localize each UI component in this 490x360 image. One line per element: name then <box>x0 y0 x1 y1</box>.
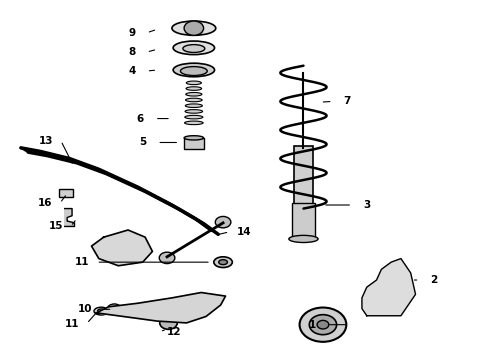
Ellipse shape <box>173 41 215 55</box>
Text: 16: 16 <box>38 198 52 208</box>
Text: 14: 14 <box>237 227 251 237</box>
Ellipse shape <box>173 63 215 77</box>
Circle shape <box>391 293 401 300</box>
Ellipse shape <box>186 98 202 102</box>
Bar <box>292 203 315 237</box>
Circle shape <box>184 21 203 35</box>
Ellipse shape <box>214 257 232 267</box>
Text: 10: 10 <box>78 304 93 314</box>
Text: 6: 6 <box>137 113 144 123</box>
Bar <box>59 189 73 197</box>
Ellipse shape <box>289 235 318 243</box>
Ellipse shape <box>172 21 216 35</box>
Text: 15: 15 <box>49 221 63 231</box>
Polygon shape <box>65 208 74 226</box>
Ellipse shape <box>184 136 203 140</box>
Ellipse shape <box>186 87 202 90</box>
Circle shape <box>160 316 177 329</box>
Circle shape <box>107 304 122 315</box>
Text: 4: 4 <box>128 66 136 76</box>
Polygon shape <box>97 293 225 323</box>
Bar <box>294 146 313 205</box>
Circle shape <box>215 216 231 228</box>
Text: 8: 8 <box>128 47 136 57</box>
Circle shape <box>381 285 391 293</box>
Ellipse shape <box>219 260 227 265</box>
Text: 9: 9 <box>128 28 136 38</box>
Circle shape <box>309 315 337 335</box>
Circle shape <box>317 320 329 329</box>
Text: 12: 12 <box>167 327 182 337</box>
Text: 7: 7 <box>343 96 351 107</box>
Ellipse shape <box>98 309 105 313</box>
Text: 2: 2 <box>430 275 438 285</box>
Ellipse shape <box>183 45 205 53</box>
Text: 11: 11 <box>65 319 79 329</box>
Circle shape <box>386 303 396 310</box>
Polygon shape <box>362 258 416 316</box>
Ellipse shape <box>186 81 201 85</box>
Circle shape <box>299 307 346 342</box>
Circle shape <box>159 252 175 264</box>
Ellipse shape <box>94 307 109 315</box>
Ellipse shape <box>180 67 207 76</box>
Polygon shape <box>92 230 152 266</box>
Ellipse shape <box>185 115 203 119</box>
Text: 3: 3 <box>363 200 370 210</box>
Ellipse shape <box>185 104 202 108</box>
Text: 13: 13 <box>39 136 53 146</box>
Circle shape <box>372 300 381 307</box>
Text: 1: 1 <box>309 320 316 330</box>
Text: 5: 5 <box>139 138 147 148</box>
Ellipse shape <box>186 93 202 96</box>
Text: 11: 11 <box>74 257 89 267</box>
Ellipse shape <box>185 110 202 113</box>
Bar <box>184 138 203 149</box>
Ellipse shape <box>185 121 203 125</box>
